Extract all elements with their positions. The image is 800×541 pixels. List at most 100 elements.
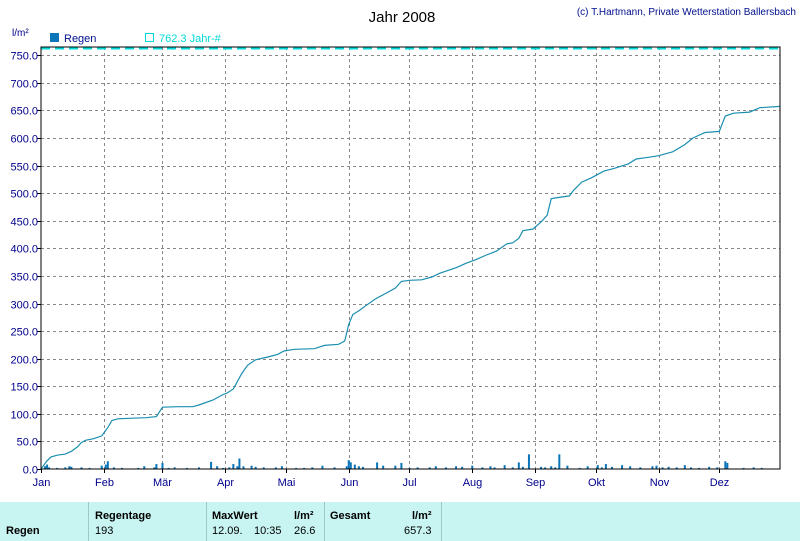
x-tick-label: Aug xyxy=(463,477,483,489)
stats-background xyxy=(0,502,800,541)
stats-header-total-unit: l/m² xyxy=(412,510,432,522)
rain-bar xyxy=(236,466,239,469)
rain-bar xyxy=(295,467,298,469)
rain-bar xyxy=(46,464,49,469)
rain-bar xyxy=(489,466,492,469)
y-tick-label: 600.0 xyxy=(10,134,38,146)
rain-bar xyxy=(558,454,561,469)
x-tick-label: Jan xyxy=(33,477,51,489)
x-tick-label: Dez xyxy=(710,477,730,489)
rain-bar xyxy=(137,467,140,469)
rain-bar xyxy=(434,466,437,469)
rain-bar xyxy=(600,467,603,469)
rain-bar xyxy=(610,466,613,469)
stats-header-max: MaxWert xyxy=(212,510,258,522)
rain-bar xyxy=(120,467,123,469)
rain-bar xyxy=(394,465,397,469)
x-tick-label: Okt xyxy=(588,477,605,489)
rain-bar xyxy=(44,466,47,469)
rain-bar xyxy=(455,466,458,469)
stats-value-max: 26.6 xyxy=(294,525,316,537)
rain-bar xyxy=(596,465,599,469)
rain-bar xyxy=(661,467,664,469)
rain-bar xyxy=(726,462,729,469)
rain-bar xyxy=(347,460,350,469)
y-tick-label: 0.0 xyxy=(23,465,38,477)
y-tick-label: 650.0 xyxy=(10,106,38,118)
rain-bar xyxy=(173,467,176,469)
y-tick-label: 550.0 xyxy=(10,162,38,174)
x-axis-ticks: Jan Feb Mär Apr Mai Jun Jul Aug Sep Okt Nov Dez xyxy=(33,469,730,489)
rain-bar xyxy=(48,467,51,469)
y-tick-label: 500.0 xyxy=(10,189,38,201)
rain-bar xyxy=(238,458,241,469)
rain-bar xyxy=(517,462,520,469)
rain-bar xyxy=(586,466,589,469)
rain-bar xyxy=(210,461,213,469)
chart-title: Jahr 2008 xyxy=(369,9,436,26)
rain-bar xyxy=(197,467,200,469)
x-tick-label: Apr xyxy=(217,477,234,489)
stats-divider xyxy=(88,502,89,541)
rain-bar xyxy=(716,467,719,469)
rain-bar xyxy=(376,462,379,469)
legend-swatch-regen xyxy=(50,33,59,42)
legend-label-reference: 762.3 Jahr-# xyxy=(159,33,222,45)
rain-bar xyxy=(566,465,569,469)
x-tick-label: Nov xyxy=(650,477,670,489)
rain-bar xyxy=(353,464,356,469)
rain-bar xyxy=(161,462,164,469)
rain-bar xyxy=(311,467,314,469)
rain-bar xyxy=(228,467,231,469)
rain-bar xyxy=(216,466,219,469)
stats-row-label: Regen xyxy=(6,525,40,537)
rain-bar xyxy=(604,464,607,469)
plot-frame xyxy=(40,46,781,470)
rain-bar xyxy=(655,465,658,469)
stats-header-total: Gesamt xyxy=(330,510,371,522)
rain-bar xyxy=(708,466,711,469)
rain-bar xyxy=(242,466,245,469)
rain-bar xyxy=(68,466,71,469)
rain-bar xyxy=(493,467,496,469)
rain-bar xyxy=(222,467,225,469)
rain-bar xyxy=(578,467,581,469)
rain-bar xyxy=(155,464,158,469)
y-tick-label: 400.0 xyxy=(10,244,38,256)
chart-svg: Jahr 2008 (c) T.Hartmann, Private Wetter… xyxy=(10,7,796,489)
rain-bar xyxy=(428,467,431,469)
legend-swatch-reference xyxy=(145,33,154,42)
rain-bar xyxy=(444,467,447,469)
rain-bar xyxy=(675,467,678,469)
rain-bar xyxy=(56,467,59,469)
rain-bar xyxy=(143,466,146,469)
rain-bar xyxy=(629,466,632,469)
cumulative-rain-line xyxy=(40,105,781,470)
stats-divider xyxy=(206,502,207,541)
y-tick-label: 250.0 xyxy=(10,327,38,339)
rain-bar xyxy=(408,467,411,469)
rain-bar xyxy=(250,465,253,469)
rain-bar xyxy=(104,464,107,469)
rain-bar xyxy=(232,464,235,469)
rain-bar xyxy=(106,461,109,469)
rain-bar xyxy=(621,465,624,469)
stats-table: Regen Regentage 193 MaxWert l/m² 12.09. … xyxy=(0,502,800,541)
stats-header-max-unit: l/m² xyxy=(294,510,314,522)
y-axis-ticks: 0.0 50.0 100.0 150.0 200.0 250.0 300.0 350.0 400… xyxy=(10,51,41,477)
rain-bar xyxy=(349,462,352,469)
rain-bar xyxy=(274,467,277,469)
rain-bar xyxy=(416,467,419,469)
rain-bar xyxy=(361,466,364,469)
x-tick-label: Feb xyxy=(95,477,114,489)
rain-bar xyxy=(511,467,514,469)
y-axis-unit: l/m² xyxy=(12,28,29,39)
x-tick-label: Jul xyxy=(402,477,416,489)
rain-bar xyxy=(683,465,686,469)
rain-bar xyxy=(185,467,188,469)
x-tick-label: Jun xyxy=(341,477,359,489)
rain-bar xyxy=(471,465,474,469)
rain-bar xyxy=(70,466,73,469)
rain-bar xyxy=(752,467,755,469)
rain-bar xyxy=(400,462,403,469)
